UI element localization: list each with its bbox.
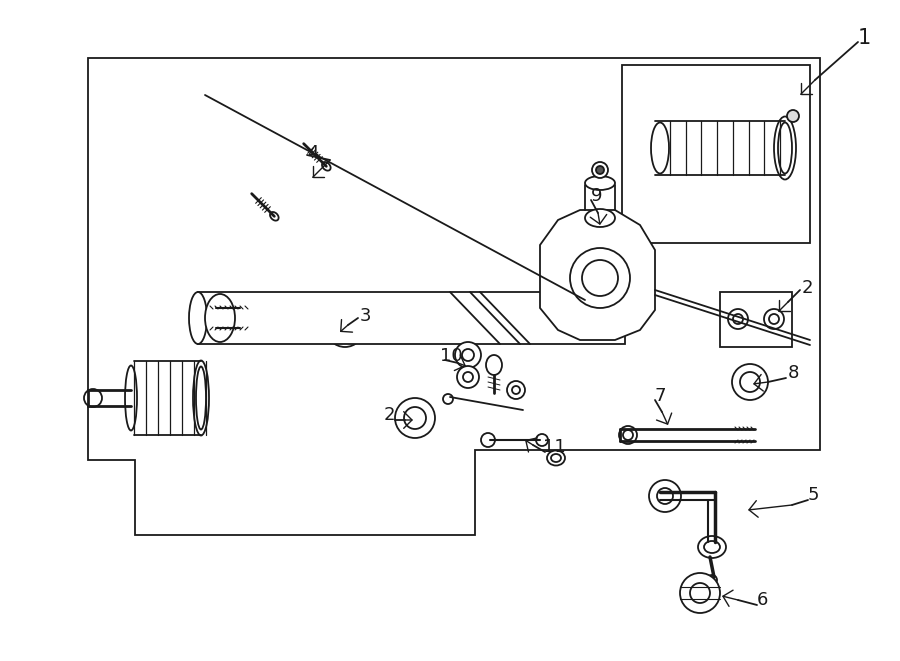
- Ellipse shape: [205, 294, 235, 342]
- Text: 3: 3: [360, 307, 372, 325]
- Circle shape: [395, 398, 435, 438]
- Circle shape: [457, 366, 479, 388]
- Ellipse shape: [585, 209, 615, 227]
- Polygon shape: [540, 210, 655, 340]
- Ellipse shape: [704, 541, 720, 553]
- Circle shape: [732, 364, 768, 400]
- Ellipse shape: [623, 430, 633, 440]
- Circle shape: [536, 434, 548, 446]
- Ellipse shape: [651, 122, 669, 173]
- Circle shape: [649, 480, 681, 512]
- Text: 9: 9: [591, 187, 602, 205]
- Circle shape: [690, 583, 710, 603]
- Circle shape: [481, 433, 495, 447]
- Bar: [720, 292, 792, 347]
- Ellipse shape: [322, 162, 330, 171]
- Circle shape: [463, 372, 473, 382]
- Ellipse shape: [189, 292, 207, 344]
- Ellipse shape: [619, 426, 637, 444]
- Circle shape: [740, 372, 760, 392]
- Circle shape: [443, 394, 453, 404]
- Ellipse shape: [698, 536, 726, 558]
- Bar: [198, 292, 625, 344]
- Circle shape: [462, 349, 474, 361]
- Ellipse shape: [733, 314, 743, 324]
- Text: 2: 2: [383, 406, 395, 424]
- Circle shape: [455, 342, 481, 368]
- Text: 8: 8: [788, 364, 799, 382]
- Text: 11: 11: [543, 438, 566, 456]
- Text: 1: 1: [858, 28, 871, 48]
- Text: 6: 6: [757, 591, 769, 609]
- Ellipse shape: [193, 360, 209, 436]
- Circle shape: [680, 573, 720, 613]
- Ellipse shape: [551, 454, 561, 462]
- Circle shape: [707, 575, 717, 585]
- Ellipse shape: [774, 116, 796, 180]
- Ellipse shape: [326, 309, 364, 347]
- Circle shape: [512, 386, 520, 394]
- Ellipse shape: [764, 309, 784, 329]
- Circle shape: [787, 110, 799, 122]
- Circle shape: [84, 389, 102, 407]
- Circle shape: [582, 260, 618, 296]
- Polygon shape: [88, 58, 820, 535]
- Text: 5: 5: [808, 486, 820, 504]
- Ellipse shape: [486, 355, 502, 375]
- Circle shape: [592, 162, 608, 178]
- Text: 2: 2: [802, 279, 814, 297]
- Ellipse shape: [196, 366, 206, 430]
- Text: 7: 7: [655, 387, 667, 405]
- Ellipse shape: [270, 212, 279, 221]
- Bar: [622, 65, 810, 243]
- Circle shape: [596, 166, 604, 174]
- Text: 10: 10: [440, 347, 463, 365]
- Circle shape: [507, 381, 525, 399]
- Ellipse shape: [547, 451, 565, 465]
- Circle shape: [404, 407, 426, 429]
- Ellipse shape: [334, 317, 356, 339]
- Ellipse shape: [125, 366, 137, 430]
- Ellipse shape: [728, 309, 748, 329]
- Text: 4: 4: [307, 144, 319, 162]
- Circle shape: [570, 248, 630, 308]
- Ellipse shape: [769, 314, 779, 324]
- Ellipse shape: [585, 176, 615, 190]
- Circle shape: [657, 488, 673, 504]
- Ellipse shape: [778, 122, 792, 173]
